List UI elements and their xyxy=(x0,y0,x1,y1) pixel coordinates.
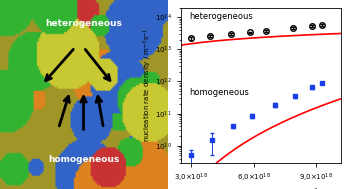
Text: heterogeneous: heterogeneous xyxy=(189,12,253,21)
Y-axis label: nucleation rate density / m$^{-3}$s$^{-1}$: nucleation rate density / m$^{-3}$s$^{-1… xyxy=(141,28,153,142)
Text: homogeneous: homogeneous xyxy=(48,155,119,164)
X-axis label: particle number density / m$^{-3}$: particle number density / m$^{-3}$ xyxy=(203,187,319,189)
Text: heterogeneous: heterogeneous xyxy=(45,19,122,28)
Text: homogeneous: homogeneous xyxy=(189,88,249,97)
